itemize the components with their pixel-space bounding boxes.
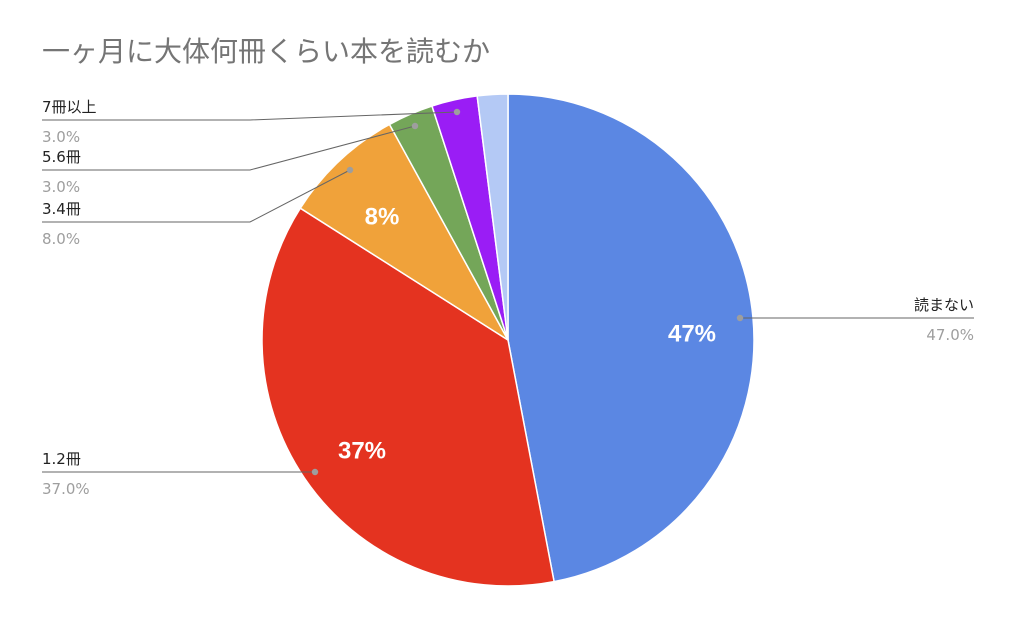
slice-label: 読まない	[914, 296, 974, 314]
callout-dot	[346, 166, 354, 174]
slice-value-label: 8.0%	[42, 230, 80, 248]
slice-percent-label: 37%	[338, 437, 386, 464]
pie-slice	[261, 207, 555, 587]
callout-line	[42, 169, 351, 223]
callout-line	[42, 111, 458, 121]
callout-dot	[411, 122, 419, 130]
slice-value-label: 3.0%	[42, 178, 80, 196]
callout-line	[42, 125, 416, 171]
slice-value-label: 37.0%	[42, 480, 90, 498]
chart-title: 一ヶ月に大体何冊くらい本を読むか	[42, 35, 491, 68]
slice-label: 7冊以上	[42, 98, 97, 116]
pie-slice	[507, 93, 755, 583]
pie-slice	[299, 123, 509, 341]
slice-percent-label: 8%	[365, 203, 400, 230]
callout-dot	[453, 108, 461, 116]
slice-label: 3.4冊	[42, 200, 81, 218]
slice-percent-label: 47%	[668, 320, 716, 347]
callout-dot	[736, 314, 744, 322]
callout-dot	[311, 468, 319, 476]
slice-value-label: 47.0%	[926, 326, 974, 344]
pie-slice	[476, 93, 509, 341]
slice-value-label: 3.0%	[42, 128, 80, 146]
slice-label: 5.6冊	[42, 148, 81, 166]
slice-label: 1.2冊	[42, 450, 81, 468]
